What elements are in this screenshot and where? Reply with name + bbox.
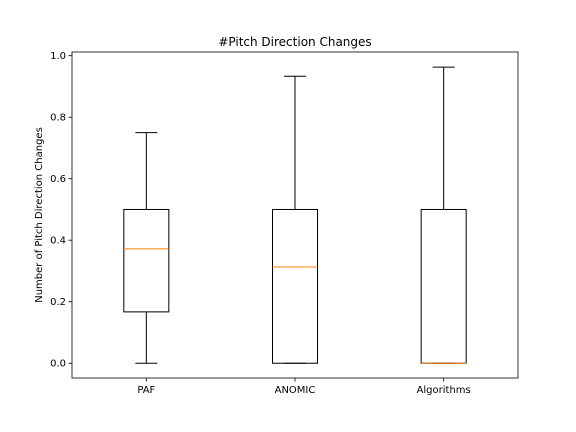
y-axis-label: Number of Pitch Direction Changes [34,127,45,303]
x-tick-label: ANOMIC [275,385,316,396]
y-tick-label: 0.8 [50,113,66,124]
chart-title: #Pitch Direction Changes [218,35,371,49]
iqr-box [123,208,170,313]
box-anomic [272,75,318,364]
box-algorithms [420,66,467,364]
x-axis-ticks: PAF ANOMIC Algorithms [137,378,471,396]
y-tick-label: 0.4 [50,236,66,247]
box-paf [123,132,170,364]
y-tick-label: 0.6 [50,174,66,185]
y-tick-label: 0.0 [50,359,66,370]
y-tick-label: 1.0 [50,51,66,62]
x-tick-label: Algorithms [417,385,471,396]
iqr-box [272,208,318,364]
y-tick-label: 0.2 [50,297,66,308]
x-tick-label: PAF [137,385,155,396]
box-plots [123,66,467,364]
y-axis-ticks: 0.0 0.2 0.4 0.6 0.8 1.0 [50,51,72,370]
